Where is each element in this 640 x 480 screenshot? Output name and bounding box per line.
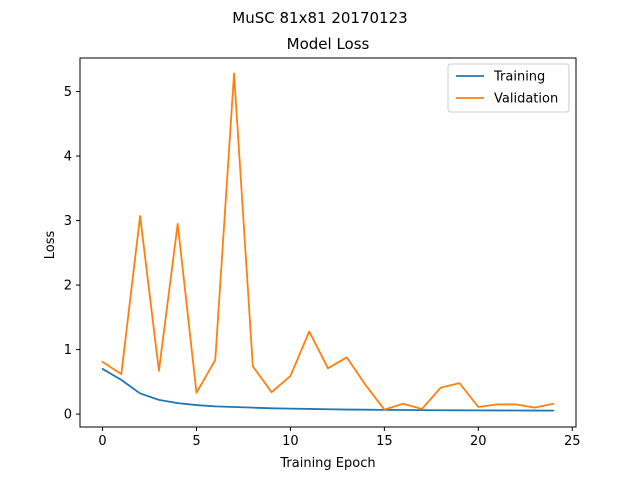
y-tick-label: 2 (64, 279, 72, 294)
chart-title: Model Loss (287, 35, 370, 53)
legend: Training Validation (447, 63, 570, 113)
x-tick-label: 0 (98, 434, 106, 449)
y-tick-label: 0 (64, 408, 72, 423)
x-axis-ticks: 0 5 10 15 20 25 (98, 427, 581, 449)
axes-frame (79, 57, 577, 428)
axes-border (79, 57, 577, 428)
series-line-training (101, 368, 555, 412)
y-tick-label: 4 (64, 150, 72, 165)
series-line-validation (101, 72, 555, 411)
y-tick-label: 1 (64, 343, 72, 358)
y-axis-label: Loss (43, 231, 58, 260)
figure-suptitle: MuSC 81x81 20170123 (232, 9, 407, 27)
x-axis-label: Training Epoch (279, 456, 375, 471)
plot-lines (101, 72, 555, 412)
y-axis-ticks: 0 1 2 3 4 5 (64, 85, 80, 423)
y-tick-label: 3 (64, 214, 72, 229)
x-tick-label: 25 (564, 434, 581, 449)
y-tick-label: 5 (64, 85, 72, 100)
legend-label-training: Training (493, 70, 545, 85)
x-tick-label: 20 (470, 434, 487, 449)
legend-label-validation: Validation (494, 92, 558, 107)
x-tick-label: 5 (192, 434, 200, 449)
x-tick-label: 15 (376, 434, 393, 449)
x-tick-label: 10 (282, 434, 299, 449)
